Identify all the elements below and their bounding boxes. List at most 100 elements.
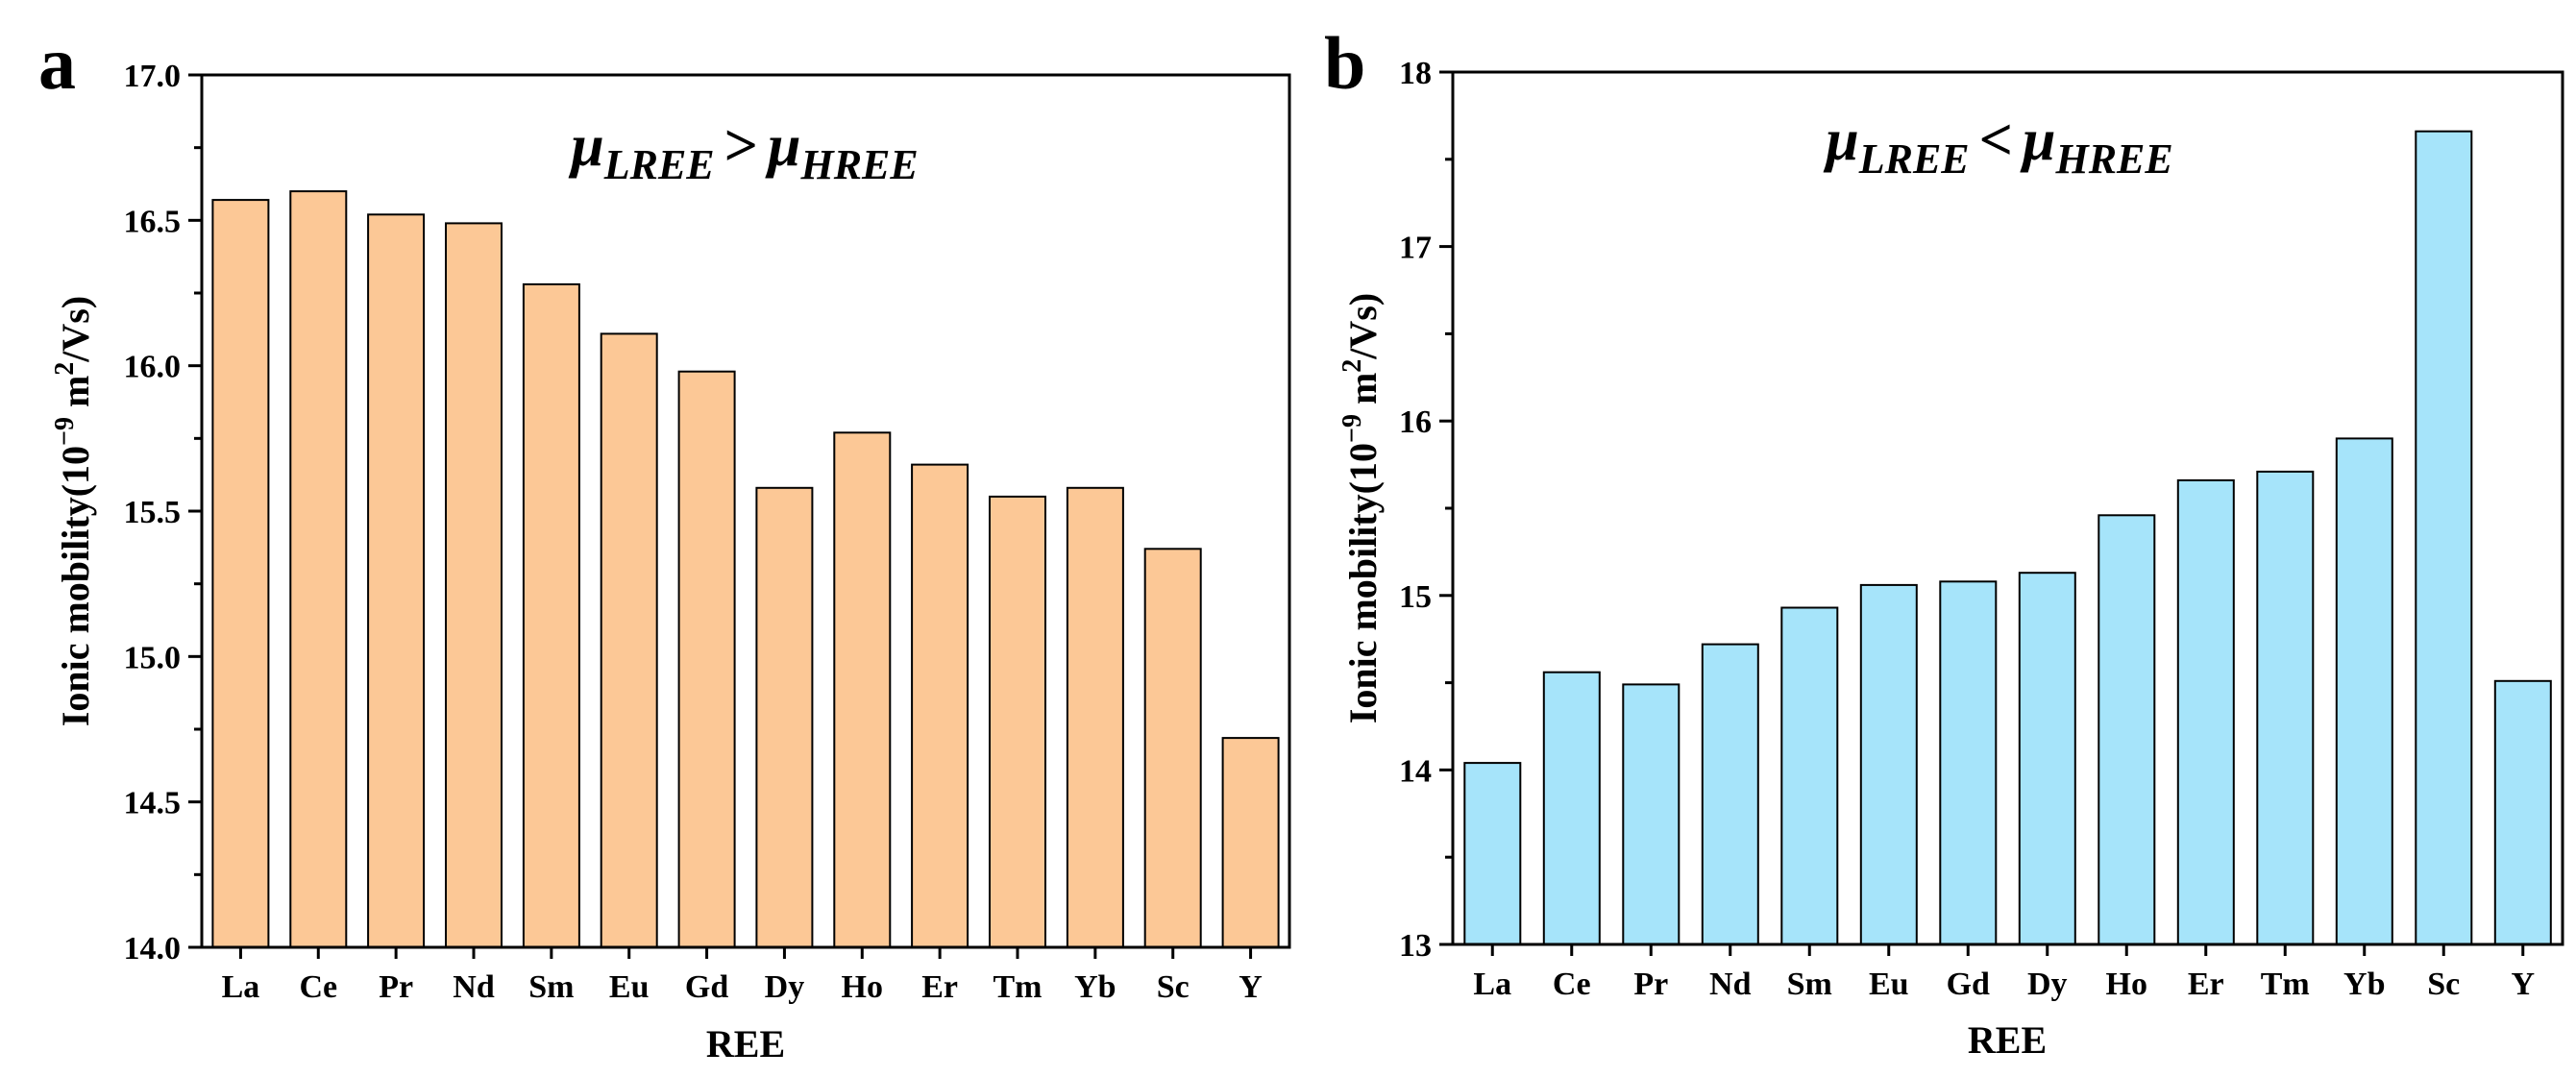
x-tick-label-b-ce: Ce xyxy=(1553,967,1591,1002)
bar-b-gd xyxy=(1939,580,1998,945)
y-tick-label-b-4: 17 xyxy=(1399,231,1432,266)
bar-b-sc xyxy=(2415,130,2473,945)
panel-label-b: b xyxy=(1324,21,1365,105)
x-tick-label-a-gd: Gd xyxy=(685,969,728,1005)
x-tick-label-b-ho: Ho xyxy=(2106,967,2147,1002)
bar-a-sm xyxy=(522,282,580,948)
y-axis-title-b-prefix: Ionic mobility(10 xyxy=(1341,443,1385,723)
bar-b-sm xyxy=(1780,606,1839,945)
x-axis-title-b: REE xyxy=(1968,1018,2047,1062)
panel-a: a μLREE > μHREE 14.014.515.015.516.016.517… xyxy=(38,21,1291,1065)
x-ticks-b: La Ce Pr Nd Sm Eu Gd Dy Ho Er Tm Yb Sc Y xyxy=(1473,944,2535,1002)
bar-a-pr xyxy=(367,213,426,949)
bar-b-nd xyxy=(1701,643,1759,945)
bar-a-sc xyxy=(1143,548,1202,948)
x-axis-title-a: REE xyxy=(706,1022,785,1065)
bar-a-ho xyxy=(833,431,892,948)
bar-b-pr xyxy=(1622,683,1681,946)
annotation-b-sub-right: HREE xyxy=(2054,135,2172,183)
bar-b-ce xyxy=(1542,671,1601,945)
plot-frame-a xyxy=(200,73,1291,949)
y-axis-title-b-exp: −9 xyxy=(1337,414,1367,443)
x-tick-label-b-yb: Yb xyxy=(2343,967,2385,1002)
y-ticks-a: 14.0 14.5 15.0 15.5 16.0 16.5 17.0 xyxy=(124,59,202,967)
bar-b-tm xyxy=(2256,470,2315,945)
y-axis-title-a-exp2: 2 xyxy=(50,362,80,376)
bar-b-y xyxy=(2493,679,2552,945)
bar-b-ho xyxy=(2098,514,2156,945)
bar-a-yb xyxy=(1066,486,1124,948)
y-axis-title-b-exp2: 2 xyxy=(1337,359,1367,373)
bar-a-la xyxy=(211,199,270,949)
bars-a xyxy=(211,190,1280,949)
x-tick-label-b-y: Y xyxy=(2511,967,2535,1002)
y-tick-label-a-2: 15.0 xyxy=(124,640,182,675)
annotation-a-mu-right: μ xyxy=(765,113,800,179)
x-tick-label-a-ho: Ho xyxy=(842,969,883,1005)
bar-a-eu xyxy=(600,332,658,948)
x-tick-label-a-dy: Dy xyxy=(765,969,805,1005)
x-tick-label-b-dy: Dy xyxy=(2027,967,2068,1002)
x-tick-label-a-tm: Tm xyxy=(994,969,1043,1005)
y-tick-label-a-5: 16.5 xyxy=(124,204,182,239)
annotation-b-mu-left: μ xyxy=(1823,108,1858,173)
bar-b-er xyxy=(2176,478,2235,945)
bar-a-y xyxy=(1221,737,1280,948)
x-tick-label-b-la: La xyxy=(1473,967,1511,1002)
x-tick-label-b-eu: Eu xyxy=(1869,967,1909,1002)
y-axis-title-b-middle: m xyxy=(1341,373,1385,414)
x-tick-label-a-eu: Eu xyxy=(609,969,650,1005)
bar-a-gd xyxy=(677,370,736,948)
y-tick-label-b-0: 13 xyxy=(1399,928,1432,964)
y-tick-label-b-5: 18 xyxy=(1399,56,1432,91)
y-axis-title-b-suffix: /Vs) xyxy=(1341,293,1385,360)
bar-b-yb xyxy=(2335,437,2393,945)
x-tick-label-a-y: Y xyxy=(1239,969,1263,1005)
annotation-b-mu-right: μ xyxy=(2020,108,2055,173)
y-axis-title-a-suffix: /Vs) xyxy=(54,296,97,363)
annotation-a-mu-left: μ xyxy=(568,113,603,179)
annotation-a-sub-left: LREE xyxy=(603,141,715,188)
x-tick-label-b-sm: Sm xyxy=(1787,967,1832,1002)
y-tick-label-b-2: 15 xyxy=(1399,579,1432,615)
annotation-b-operator: < xyxy=(1979,108,2013,173)
x-tick-label-b-er: Er xyxy=(2188,967,2224,1002)
y-axis-title-a-prefix: Ionic mobility(10 xyxy=(54,446,97,726)
plot-frame-b xyxy=(1451,70,2564,946)
x-tick-label-a-er: Er xyxy=(921,969,958,1005)
y-axis-title-a-middle: m xyxy=(54,376,97,417)
y-axis-title-b: Ionic mobility(10−9 m2/Vs) xyxy=(1337,293,1385,723)
bar-b-dy xyxy=(2018,572,2076,945)
x-ticks-a: La Ce Pr Nd Sm Eu Gd Dy Ho Er Tm Yb Sc Y xyxy=(222,947,1263,1005)
x-tick-label-b-pr: Pr xyxy=(1633,967,1668,1002)
x-tick-label-a-nd: Nd xyxy=(453,969,495,1005)
y-ticks-b: 13 14 15 16 17 18 xyxy=(1399,56,1453,964)
x-tick-label-a-pr: Pr xyxy=(379,969,413,1005)
x-tick-label-b-sc: Sc xyxy=(2427,967,2460,1002)
annotation-a-operator: > xyxy=(724,113,758,179)
bar-a-ce xyxy=(289,190,348,949)
x-tick-label-b-gd: Gd xyxy=(1947,967,1990,1002)
y-axis-title-a: Ionic mobility(10−9 m2/Vs) xyxy=(50,296,97,726)
x-tick-label-a-la: La xyxy=(222,969,260,1005)
x-tick-label-a-sm: Sm xyxy=(528,969,574,1005)
y-axis-title-a-exp: −9 xyxy=(50,417,80,446)
bar-a-tm xyxy=(989,495,1046,949)
y-tick-label-a-6: 17.0 xyxy=(124,59,182,94)
panel-label-a: a xyxy=(38,21,76,105)
x-tick-label-a-yb: Yb xyxy=(1074,969,1116,1005)
y-tick-label-a-0: 14.0 xyxy=(124,931,182,967)
y-tick-label-b-1: 14 xyxy=(1399,753,1432,789)
bars-b xyxy=(1463,130,2552,946)
y-tick-label-a-3: 15.5 xyxy=(124,495,182,530)
bar-a-nd xyxy=(445,222,503,948)
y-tick-label-b-3: 16 xyxy=(1399,404,1432,440)
annotation-a: μLREE > μHREE xyxy=(568,113,919,188)
bar-b-eu xyxy=(1859,583,1918,946)
y-tick-label-a-1: 14.5 xyxy=(124,786,182,821)
bar-b-la xyxy=(1463,762,1522,945)
bar-a-dy xyxy=(755,486,814,948)
x-tick-label-b-nd: Nd xyxy=(1709,967,1752,1002)
